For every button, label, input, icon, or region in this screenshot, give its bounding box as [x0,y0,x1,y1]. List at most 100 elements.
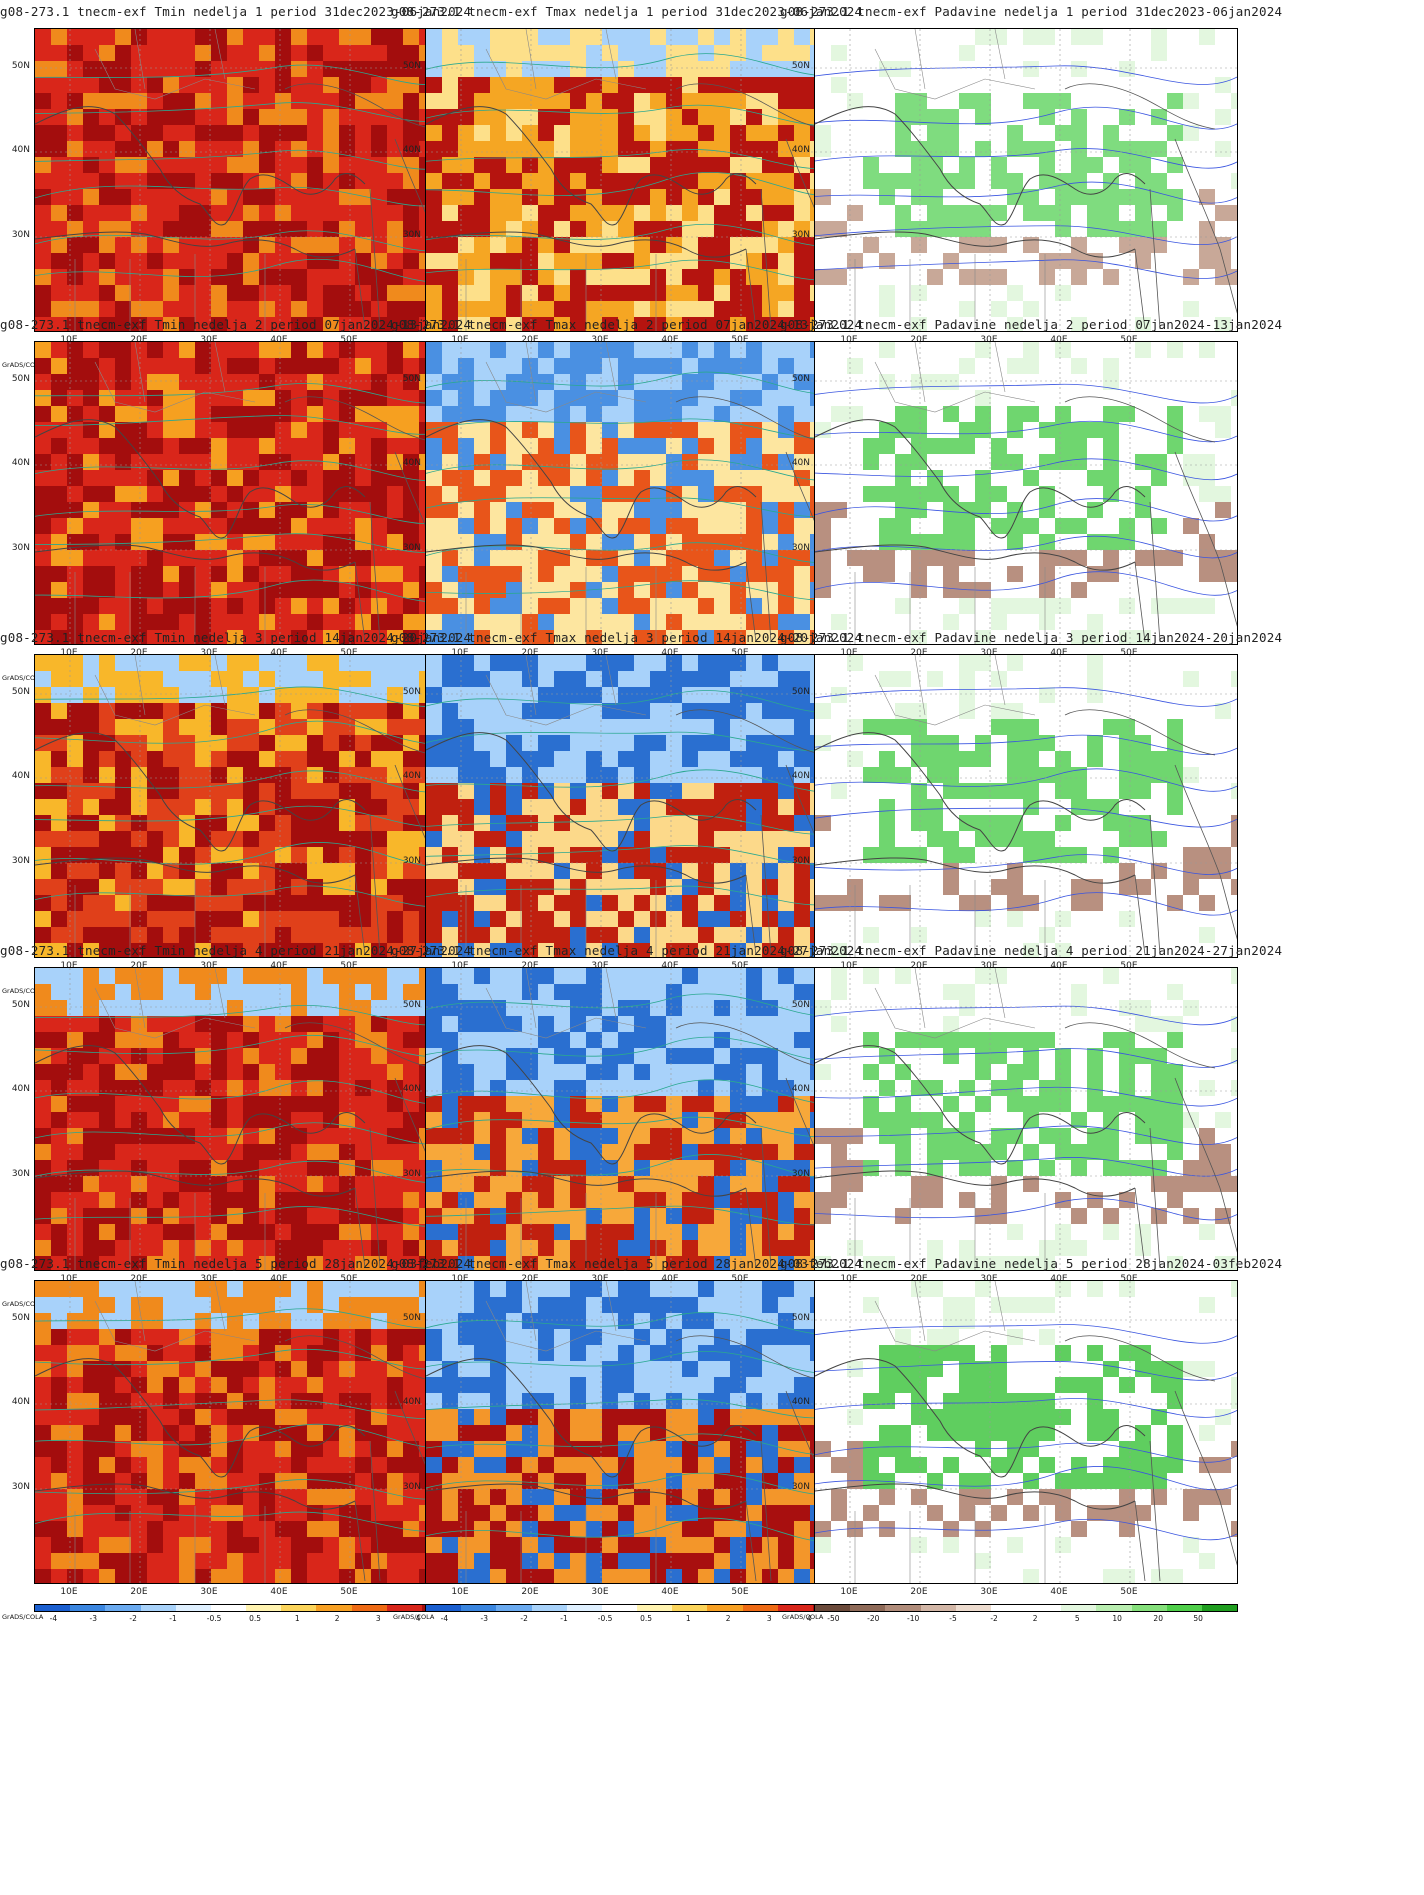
lon-label: 40E [661,1587,679,1597]
lat-label: 30N [11,856,30,866]
panel-title: g08-273.1 tnecm-exf Tmin nedelja 3 perio… [0,630,472,645]
lon-label: 10E [60,1274,78,1284]
legend-swatch [175,1605,211,1611]
anomaly-map [814,28,1238,332]
lon-label: 30E [980,961,998,971]
lon-label: 30E [200,1587,218,1597]
lat-label: 50N [11,687,30,697]
lon-label: 50E [340,1274,358,1284]
legend-swatch [105,1605,141,1611]
map-panel-tmax-week-2: g08-273.1 tnecm-exf Tmax nedelja 2 perio… [391,313,862,691]
lon-label: 50E [340,648,358,658]
lat-label: 50N [402,61,421,71]
legend-tick-label: -50 [827,1614,840,1623]
legend-swatch [777,1605,813,1611]
lon-label: 30E [980,1274,998,1284]
map-panel-tmin-week-3: g08-273.1 tnecm-exf Tmin nedelja 3 perio… [0,626,472,1004]
legend-swatch [955,1605,991,1611]
lon-label: 40E [1050,1587,1068,1597]
lat-label: 50N [11,1313,30,1323]
legend-swatch [1131,1605,1167,1611]
lat-label: 40N [11,1084,30,1094]
panel-title: g08-273.1 tnecm-exf Tmax nedelja 4 perio… [391,943,863,958]
legend-swatch [461,1605,497,1611]
legend-swatch [70,1605,106,1611]
panel-title: g08-273.1 tnecm-exf Padavine nedelja 1 p… [780,4,1283,19]
panel-title: g08-273.1 tnecm-exf Padavine nedelja 5 p… [780,1256,1283,1271]
legend-tick-label: 2 [725,1614,731,1623]
panel-title: g08-273.1 tnecm-exf Tmin nedelja 2 perio… [0,317,472,332]
lon-label: 10E [840,335,858,345]
lon-label: 20E [130,1274,148,1284]
lat-label: 50N [402,1000,421,1010]
anomaly-map [814,654,1238,958]
lon-label: 10E [60,961,78,971]
legend-swatch [140,1605,176,1611]
legend-swatch [386,1605,422,1611]
legend-swatch [246,1605,282,1611]
lon-label: 20E [910,1274,928,1284]
lat-label: 40N [791,458,810,468]
legend-tick-label: -10 [907,1614,920,1623]
map-panel-tmax-week-3: g08-273.1 tnecm-exf Tmax nedelja 3 perio… [391,626,862,1004]
anomaly-map [814,341,1238,645]
lat-label: 40N [11,1397,30,1407]
legend-swatch [707,1605,743,1611]
lon-label: 10E [60,335,78,345]
panel-title: g08-273.1 tnecm-exf Padavine nedelja 3 p… [780,630,1283,645]
lon-label: 20E [130,961,148,971]
legend-swatch [850,1605,886,1611]
lon-label: 50E [1120,961,1138,971]
legend-tick-label: -1 [169,1614,177,1623]
legend-tick-label: 4 [415,1614,421,1623]
lat-label: 40N [11,458,30,468]
anomaly-map [814,967,1238,1271]
lon-label: 30E [200,1274,218,1284]
lon-label: 20E [910,335,928,345]
lon-label: 30E [980,648,998,658]
anomaly-map [34,341,458,645]
lat-label: 40N [791,145,810,155]
anomaly-map [425,341,849,645]
legend-tick-label: -2 [129,1614,137,1623]
lat-label: 40N [791,1397,810,1407]
lon-label: 20E [521,648,539,658]
legend-swatch [281,1605,317,1611]
lon-label: 40E [270,1274,288,1284]
panel-title: g08-273.1 tnecm-exf Tmin nedelja 1 perio… [0,4,472,19]
legend-tick-label: -0.5 [597,1614,613,1623]
lat-label: 40N [791,771,810,781]
legend-swatch [1061,1605,1097,1611]
lat-label: 40N [402,145,421,155]
lon-label: 40E [661,335,679,345]
lat-label: 50N [791,1000,810,1010]
legend-tick-label: -0.5 [206,1614,222,1623]
legend-tick-label: 1 [294,1614,300,1623]
lon-label: 40E [1050,648,1068,658]
anomaly-map [34,967,458,1271]
lat-label: 50N [402,687,421,697]
lon-label: 50E [1120,1587,1138,1597]
grads-watermark: GrADS/COLA [2,1613,44,1621]
lon-label: 20E [910,961,928,971]
grads-watermark: GrADS/COLA [2,361,44,369]
legend-swatch [566,1605,602,1611]
legend-swatch [601,1605,638,1611]
grads-watermark: GrADS/COLA [2,674,44,682]
lat-label: 50N [791,61,810,71]
lat-label: 50N [791,374,810,384]
lon-label: 50E [731,648,749,658]
legend-swatch [496,1605,532,1611]
legend-tick-label: -5 [949,1614,957,1623]
lon-label: 40E [270,648,288,658]
lon-label: 50E [1120,1274,1138,1284]
lat-label: 50N [791,1313,810,1323]
map-panel-tmin-week-4: g08-273.1 tnecm-exf Tmin nedelja 4 perio… [0,939,471,1317]
legend-swatch [426,1605,462,1611]
legend-swatch [815,1605,851,1611]
lat-label: 50N [402,374,421,384]
grads-watermark: GrADS/COLA [2,1300,44,1308]
lat-label: 50N [11,61,30,71]
panel-title: g08-273.1 tnecm-exf Tmax nedelja 5 perio… [391,1256,863,1271]
legend-tick-label: 0.5 [249,1614,262,1623]
